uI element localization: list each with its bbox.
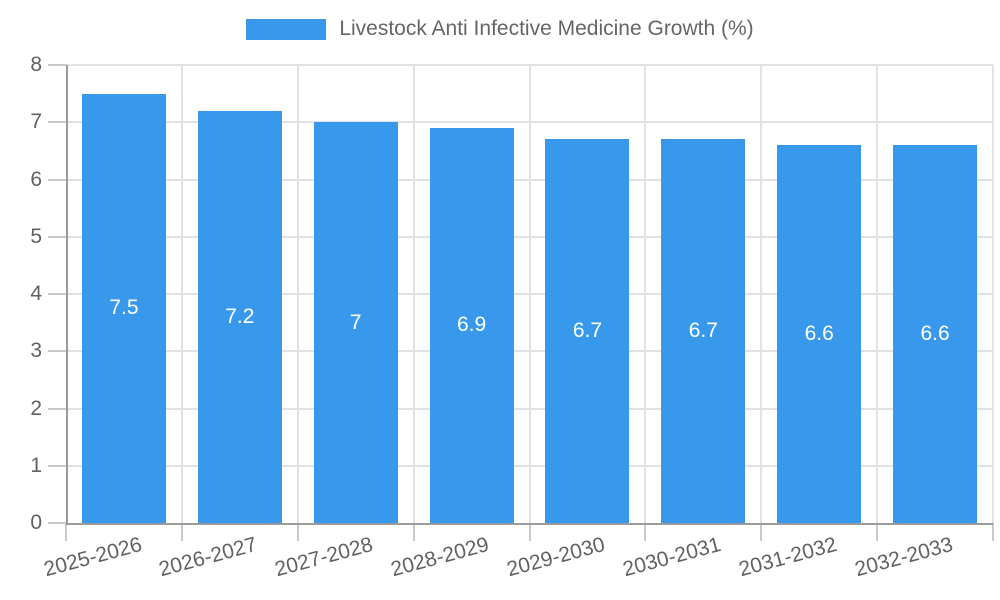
y-axis-label: 5 (30, 224, 42, 248)
bar-value-label: 7 (349, 310, 362, 334)
y-axis-label: 4 (30, 282, 42, 305)
gridline-vertical (760, 65, 763, 523)
x-axis-label: 2032-2033 (852, 533, 956, 582)
x-axis-label: 2028-2029 (388, 533, 492, 582)
legend-item[interactable]: Livestock Anti Infective Medicine Growth… (0, 17, 1000, 41)
plot-area: 7.5 7.2 7 6.9 6.7 6.7 6.6 6.6 (48, 64, 994, 541)
y-tick-mark (48, 407, 66, 410)
gridline-vertical (296, 65, 299, 523)
x-axis-label: 2027-2028 (272, 533, 376, 582)
bar[interactable] (313, 122, 398, 523)
x-tick-mark (180, 523, 183, 541)
y-axis-label: 3 (30, 339, 42, 363)
y-tick-mark (48, 464, 66, 467)
legend-swatch (246, 18, 327, 40)
gridline-vertical (992, 65, 994, 523)
x-tick-mark (528, 523, 531, 541)
y-axis-label: 6 (30, 167, 42, 191)
gridline-vertical (180, 65, 183, 523)
x-tick-mark (412, 523, 415, 541)
bar[interactable] (429, 127, 514, 523)
y-axis-label: 0 (30, 511, 42, 534)
y-axis-label: 1 (30, 453, 42, 477)
y-tick-mark (48, 350, 66, 353)
y-axis-label: 8 (30, 53, 42, 76)
gridline-vertical (876, 65, 879, 523)
y-tick-mark (48, 235, 66, 238)
x-tick-mark (876, 523, 879, 541)
bar-value-label: 7.2 (225, 304, 255, 328)
x-axis-label: 2030-2031 (620, 533, 724, 582)
bar[interactable] (545, 139, 630, 523)
bar[interactable] (197, 110, 282, 523)
gridline-vertical (528, 65, 531, 523)
bar[interactable] (893, 145, 978, 523)
bar-value-label: 6.6 (804, 322, 834, 346)
x-axis-label: 2029-2030 (504, 533, 608, 582)
x-tick-mark (296, 523, 299, 541)
gridline-vertical (412, 65, 415, 523)
bar-value-label: 6.9 (456, 313, 487, 337)
bar[interactable] (661, 139, 746, 523)
y-tick-mark (48, 121, 66, 124)
bar-value-label: 6.6 (920, 322, 950, 346)
x-tick-mark (992, 523, 994, 541)
y-axis-label: 2 (30, 396, 42, 420)
bar[interactable] (777, 145, 862, 523)
bar[interactable] (81, 93, 166, 523)
x-tick-mark (760, 523, 763, 541)
x-axis-label: 2031-2032 (736, 533, 840, 582)
y-tick-mark (48, 64, 66, 66)
x-axis-label: 2026-2027 (156, 533, 260, 582)
bar-value-label: 7.5 (109, 296, 139, 320)
y-tick-mark (48, 522, 66, 524)
y-tick-mark (48, 293, 66, 295)
x-tick-mark (644, 523, 647, 541)
y-axis-line (66, 65, 68, 523)
x-tick-mark (65, 523, 67, 541)
legend-label: Livestock Anti Infective Medicine Growth… (339, 17, 754, 40)
gridline-vertical (644, 65, 647, 523)
y-tick-mark (48, 178, 66, 181)
y-axis-label: 7 (30, 110, 42, 134)
bar-value-label: 6.7 (688, 319, 718, 343)
bar-value-label: 6.7 (572, 319, 603, 343)
x-axis-label: 2025-2026 (40, 533, 144, 582)
x-axis-line (66, 523, 993, 525)
